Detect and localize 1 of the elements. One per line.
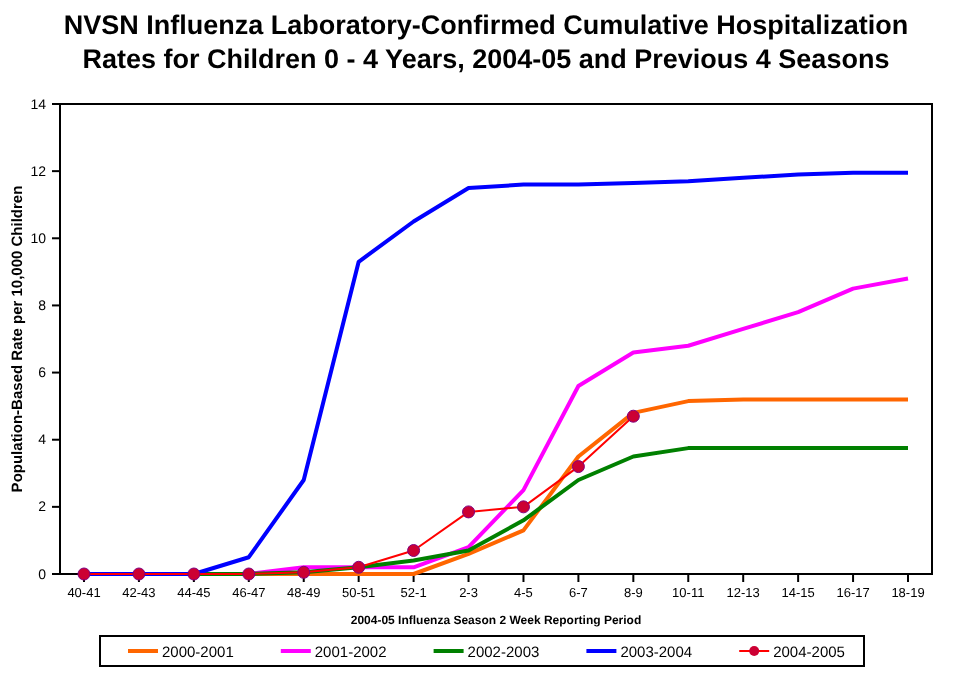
chart-title: NVSN Influenza Laboratory-Confirmed Cumulative Hospitalization Rates for Children 0 - 4 Years, 2004-05 and Previous 4 Seasons: [63, 10, 909, 74]
